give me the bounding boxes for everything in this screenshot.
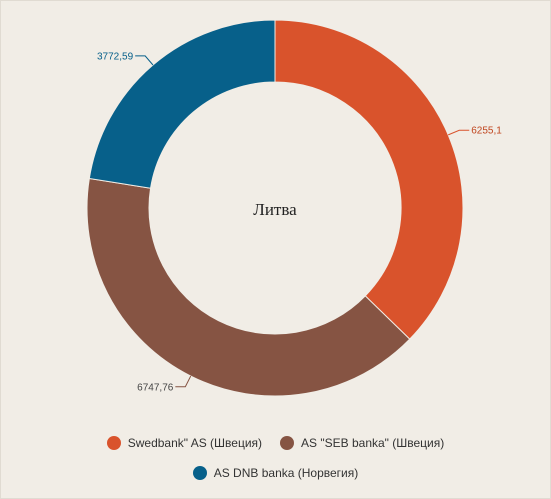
donut-slice[interactable] (274, 19, 464, 340)
donut-slice[interactable] (88, 19, 276, 189)
label-leader-line (135, 55, 154, 66)
legend: Swedbank" AS (Швеция) AS "SEB banka" (Шв… (0, 428, 551, 488)
legend-swatch (192, 466, 207, 480)
data-label: 3772,59 (97, 51, 134, 62)
legend-label: Swedbank" AS (Швеция) (127, 436, 263, 450)
data-label: 6255,1 (471, 126, 502, 137)
label-leader-line (175, 375, 192, 388)
data-label: 6747,76 (137, 382, 174, 393)
legend-label: AS "SEB banka" (Швеция) (301, 436, 445, 450)
slices-group (86, 19, 464, 397)
legend-swatch (280, 436, 295, 450)
label-leader-line (448, 129, 470, 136)
legend-item-dnb[interactable]: AS DNB banka (Норвегия) (192, 466, 359, 480)
donut-slice[interactable] (86, 177, 411, 397)
center-label: Литва (253, 200, 297, 219)
labels-group: 6255,1 6747,76 3772,59 (97, 51, 502, 393)
donut-chart: 6255,1 6747,76 3772,59 Литва (86, 19, 502, 397)
legend-row-2: AS DNB banka (Норвегия) (0, 458, 551, 488)
legend-label: AS DNB banka (Норвегия) (213, 466, 359, 480)
legend-item-swedbank[interactable]: Swedbank" AS (Швеция) (106, 436, 263, 450)
legend-swatch (106, 436, 121, 450)
legend-item-seb[interactable]: AS "SEB banka" (Швеция) (280, 436, 444, 450)
legend-row-1: Swedbank" AS (Швеция) AS "SEB banka" (Шв… (0, 428, 551, 458)
